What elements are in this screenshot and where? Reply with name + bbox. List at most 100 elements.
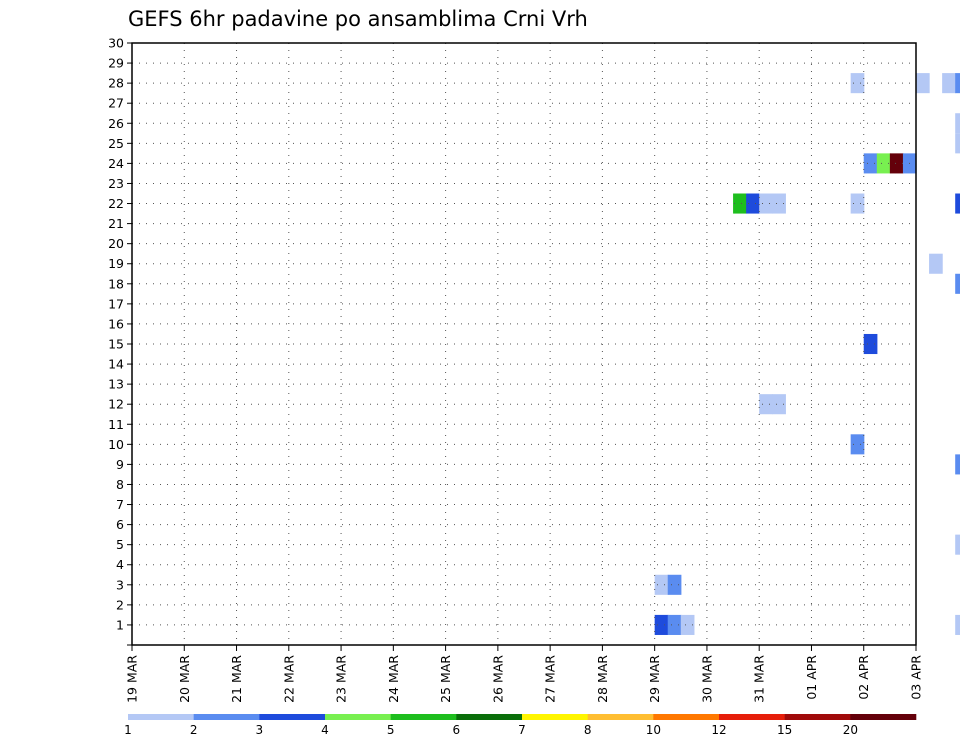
- colorbar-label-4: 5: [387, 723, 395, 737]
- colorbar-label-11: 20: [843, 723, 858, 737]
- cell-39: [863, 333, 878, 355]
- y-axis: 1234567891011121314151617181920212223242…: [108, 36, 132, 646]
- colorbar-label-1: 2: [190, 723, 198, 737]
- cell-15: [863, 153, 878, 174]
- cell-24: [955, 193, 960, 214]
- y-tick-label-22: 22: [108, 196, 124, 211]
- y-tick-label-25: 25: [108, 136, 124, 151]
- cell-40: [759, 394, 773, 415]
- x-tick-label-7: 26 MAR: [490, 655, 505, 703]
- x-tick-label-0: 19 MAR: [125, 655, 140, 703]
- cell-3: [955, 73, 960, 94]
- colorbar-swatch-6: [522, 714, 588, 720]
- colorbar-swatch-2: [259, 714, 326, 720]
- y-tick-label-10: 10: [108, 437, 124, 452]
- y-tick-label-30: 30: [108, 36, 124, 51]
- cell-58: [654, 574, 669, 595]
- y-tick-label-5: 5: [116, 537, 124, 552]
- y-tick-label-16: 16: [108, 316, 124, 331]
- y-tick-label-19: 19: [108, 256, 124, 271]
- cell-1: [916, 73, 930, 94]
- colorbar-swatch-3: [325, 714, 391, 720]
- cell-0: [850, 73, 865, 94]
- y-tick-label-3: 3: [116, 577, 124, 592]
- cell-13: [955, 133, 960, 154]
- x-tick-label-10: 29 MAR: [647, 655, 662, 703]
- x-tick-label-6: 25 MAR: [438, 655, 453, 703]
- cell-59: [667, 574, 682, 595]
- colorbar-label-0: 1: [124, 723, 132, 737]
- cell-29: [929, 253, 943, 274]
- y-tick-label-20: 20: [108, 236, 124, 251]
- x-tick-label-2: 21 MAR: [229, 655, 244, 703]
- data-cells: [654, 73, 960, 635]
- cell-41: [772, 394, 786, 415]
- y-tick-label-18: 18: [108, 276, 124, 291]
- colorbar-label-2: 3: [256, 723, 264, 737]
- cell-19: [733, 193, 747, 214]
- cell-64: [955, 614, 960, 635]
- x-tick-label-1: 20 MAR: [177, 655, 192, 703]
- cell-22: [772, 193, 786, 214]
- y-tick-label-27: 27: [108, 96, 124, 111]
- cell-23: [850, 193, 865, 214]
- cell-20: [746, 193, 760, 214]
- y-tick-label-28: 28: [108, 76, 124, 91]
- colorbar-label-3: 4: [321, 723, 329, 737]
- cell-9: [955, 113, 960, 134]
- cell-62: [667, 614, 682, 635]
- colorbar-swatch-7: [587, 714, 654, 720]
- colorbar-swatch-9: [719, 714, 785, 720]
- y-tick-label-7: 7: [116, 497, 124, 512]
- colorbar-label-10: 15: [777, 723, 792, 737]
- cell-2: [942, 73, 956, 94]
- y-tick-label-2: 2: [116, 597, 124, 612]
- colorbar: 1 2 3 4 5 6 7 8 10 12 15 20: [124, 714, 917, 737]
- x-tick-label-9: 28 MAR: [595, 655, 610, 703]
- colorbar-label-6: 7: [518, 723, 526, 737]
- colorbar-label-8: 10: [646, 723, 661, 737]
- y-tick-label-8: 8: [116, 477, 124, 492]
- colorbar-swatch-11: [850, 714, 917, 720]
- x-tick-label-12: 31 MAR: [752, 655, 767, 703]
- cell-63: [680, 614, 695, 635]
- cell-32: [955, 273, 960, 294]
- y-tick-label-21: 21: [108, 216, 124, 231]
- x-tick-label-3: 22 MAR: [281, 655, 296, 703]
- y-tick-label-1: 1: [116, 617, 124, 632]
- y-tick-label-14: 14: [108, 357, 124, 372]
- cell-46: [955, 454, 960, 475]
- cell-44: [850, 434, 865, 455]
- cell-52: [955, 534, 960, 555]
- colorbar-label-9: 12: [711, 723, 726, 737]
- y-tick-label-24: 24: [108, 156, 124, 171]
- y-tick-label-15: 15: [108, 337, 124, 352]
- colorbar-swatch-1: [193, 714, 260, 720]
- y-tick-label-23: 23: [108, 176, 124, 191]
- x-tick-label-13: 01 APR: [804, 655, 819, 700]
- cell-61: [654, 614, 669, 635]
- colorbar-swatch-0: [128, 714, 194, 720]
- colorbar-swatch-8: [653, 714, 720, 720]
- x-tick-label-15: 03 APR: [909, 655, 924, 700]
- colorbar-swatch-5: [456, 714, 523, 720]
- x-tick-label-11: 30 MAR: [699, 655, 714, 703]
- x-axis: 19 MAR 20 MAR 21 MAR 22 MAR 23 MAR 24 MAR 25 M…: [125, 645, 924, 703]
- chart-title: GEFS 6hr padavine po ansamblima Crni Vrh: [128, 7, 588, 31]
- y-tick-label-9: 9: [116, 457, 124, 472]
- x-tick-label-5: 24 MAR: [386, 655, 401, 703]
- x-tick-label-4: 23 MAR: [334, 655, 349, 703]
- y-tick-label-13: 13: [108, 377, 124, 392]
- grid-lines: [132, 43, 916, 645]
- colorbar-swatch-10: [784, 714, 851, 720]
- colorbar-label-7: 8: [584, 723, 592, 737]
- colorbar-label-5: 6: [453, 723, 461, 737]
- cell-17: [889, 153, 904, 174]
- y-tick-label-4: 4: [116, 557, 124, 572]
- y-tick-label-12: 12: [108, 397, 124, 412]
- cell-16: [876, 153, 891, 174]
- y-tick-label-6: 6: [116, 517, 124, 532]
- y-tick-label-11: 11: [108, 417, 124, 432]
- cell-21: [759, 193, 773, 214]
